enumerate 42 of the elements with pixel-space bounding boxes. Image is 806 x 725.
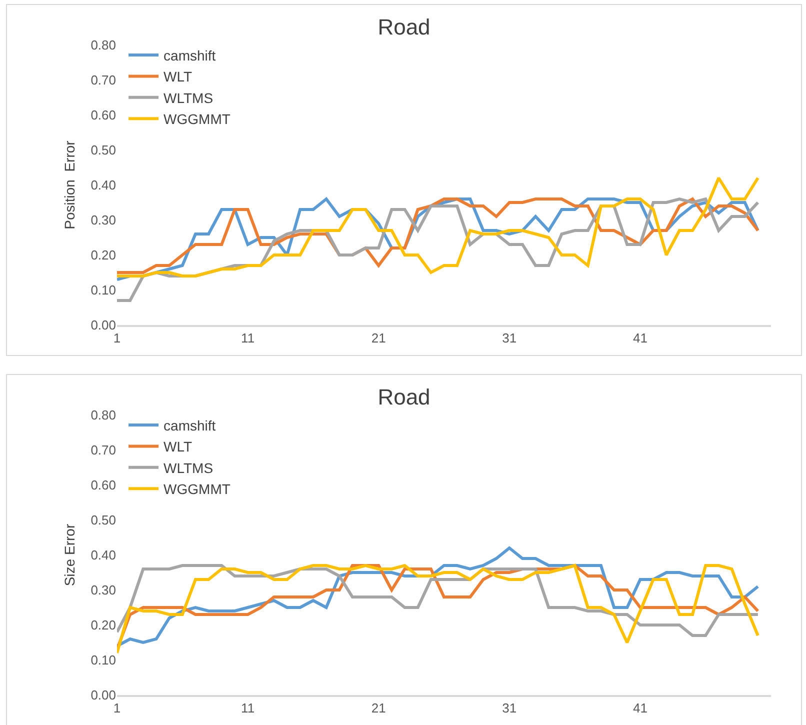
legend-label: WLT (164, 438, 192, 455)
y-tick-label: 0.70 (90, 72, 116, 88)
chart-title: Road (378, 14, 430, 40)
y-tick-label: 0.50 (90, 142, 116, 158)
x-tick-label: 1 (113, 700, 121, 716)
y-tick-label: 0.80 (90, 408, 116, 423)
x-tick-label: 31 (502, 330, 517, 346)
x-tick-label: 11 (241, 330, 255, 346)
y-tick-label: 0.50 (90, 512, 116, 528)
x-tick-label: 41 (632, 700, 648, 716)
y-tick-label: 0.60 (90, 478, 116, 493)
legend-label: WGGMMT (164, 481, 231, 498)
y-tick-label: 0.10 (90, 282, 116, 298)
x-tick-label: 21 (371, 700, 386, 716)
y-tick-label: 0.00 (90, 688, 116, 703)
legend-label: WLT (164, 68, 192, 85)
legend-label: camshift (164, 417, 216, 434)
y-tick-label: 0.20 (90, 618, 116, 633)
y-tick-label: 0.40 (90, 178, 116, 193)
y-tick-label: 0.40 (90, 548, 116, 563)
x-tick-label: 31 (502, 700, 517, 716)
y-tick-label: 0.60 (90, 108, 116, 123)
y-tick-label: 0.20 (90, 248, 116, 263)
legend-label: WLTMS (164, 90, 214, 106)
x-tick-label: 21 (371, 330, 386, 346)
y-tick-label: 0.30 (90, 212, 116, 228)
line-series (117, 564, 760, 637)
x-tick-label: 41 (632, 330, 648, 346)
y-tick-label: 0.30 (90, 582, 116, 598)
chart-title: Road (378, 384, 430, 410)
y-tick-label: 0.10 (90, 652, 116, 668)
y-tick-label: 0.00 (90, 318, 116, 333)
y-axis-title: Position Error (61, 140, 78, 230)
line-series (117, 176, 760, 278)
x-tick-label: 11 (241, 700, 255, 716)
y-tick-label: 0.70 (90, 442, 116, 458)
y-axis-title: Size Error (61, 524, 78, 586)
legend-label: WGGMMT (164, 111, 231, 128)
y-tick-label: 0.80 (90, 38, 116, 53)
x-tick-label: 1 (113, 330, 121, 346)
legend-label: WLTMS (164, 460, 214, 476)
legend-label: camshift (164, 47, 216, 64)
